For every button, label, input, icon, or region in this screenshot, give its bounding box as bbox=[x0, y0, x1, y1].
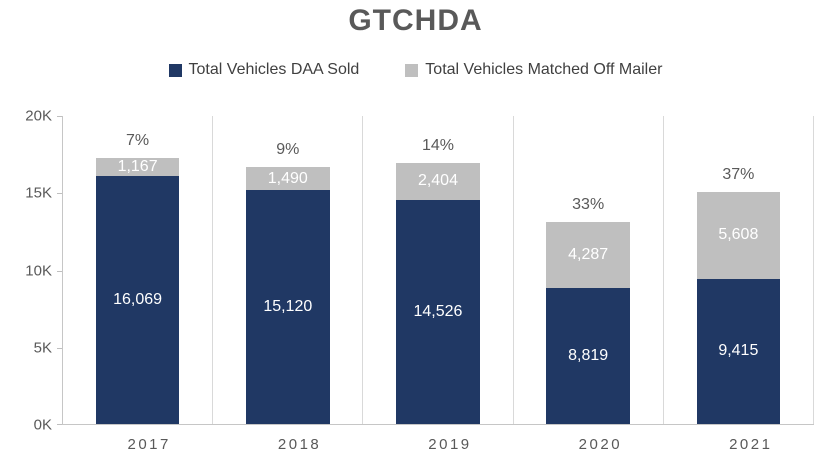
bar-value-label: 14,526 bbox=[413, 302, 463, 320]
legend-item-matched-mailer: Total Vehicles Matched Off Mailer bbox=[405, 61, 662, 79]
bar-segment-daa-sold-2019: 14,526 bbox=[396, 199, 480, 424]
pct-label-2019: 14% bbox=[421, 136, 454, 154]
pct-label-2020: 33% bbox=[572, 195, 605, 213]
legend-swatch-gray-icon bbox=[405, 63, 419, 77]
bar-segment-matched-mailer-2020: 4,287 bbox=[546, 221, 630, 288]
y-axis-tick-mark bbox=[57, 424, 62, 425]
plot-area: 7% 1,167 16,069 9% 1,490 15,120 14% 2,404 14,526… bbox=[62, 116, 814, 425]
bar-segment-daa-sold-2021: 9,415 bbox=[696, 278, 781, 424]
bar-segment-matched-mailer-2021: 5,608 bbox=[696, 191, 781, 279]
y-axis: 20K 15K 10K 5K 0K bbox=[12, 108, 62, 434]
bar-segment-matched-mailer-2018: 1,490 bbox=[246, 167, 330, 191]
bar-stack-2020: 4,287 8,819 bbox=[546, 221, 630, 424]
y-axis-tick-label: 0K bbox=[33, 416, 52, 434]
bar-segment-matched-mailer-2017: 1,167 bbox=[95, 157, 180, 176]
legend-label-daa-sold: Total Vehicles DAA Sold bbox=[188, 61, 360, 78]
y-axis-tick-mark bbox=[57, 347, 62, 349]
x-axis-tick-label-2020: 2020 bbox=[578, 435, 623, 453]
bar-value-label: 16,069 bbox=[113, 290, 163, 308]
y-axis-tick-label: 10K bbox=[25, 262, 52, 279]
x-axis-tick-label-2021: 2021 bbox=[729, 435, 773, 453]
bar-segment-daa-sold-2020: 8,819 bbox=[546, 287, 630, 424]
chart-title: GTCHDA bbox=[348, 4, 483, 37]
y-axis-tick-label: 15K bbox=[25, 184, 52, 202]
bar-stack-2017: 1,167 16,069 bbox=[95, 157, 180, 424]
y-axis-tick-mark bbox=[57, 270, 62, 272]
bar-value-label: 5,608 bbox=[718, 226, 759, 244]
y-axis-tick-label: 5K bbox=[33, 339, 52, 357]
bar-segment-daa-sold-2018: 15,120 bbox=[246, 190, 330, 424]
bar-value-label: 15,120 bbox=[263, 298, 313, 316]
bar-value-label: 8,819 bbox=[568, 346, 609, 364]
bar-segment-daa-sold-2017: 16,069 bbox=[95, 175, 180, 424]
category-cell-2017: 7% 1,167 16,069 bbox=[63, 116, 214, 424]
legend: Total Vehicles DAA Sold Total Vehicles M… bbox=[12, 58, 819, 82]
bar-value-label: 1,490 bbox=[267, 169, 308, 187]
x-axis-tick-label-2017: 2017 bbox=[127, 435, 171, 453]
bar-value-label: 1,167 bbox=[117, 157, 158, 175]
y-axis-tick-label: 20K bbox=[25, 107, 52, 125]
legend-item-daa-sold: Total Vehicles DAA Sold bbox=[168, 61, 360, 79]
x-axis-tick-label-2019: 2019 bbox=[428, 435, 472, 453]
category-cell-2020: 33% 4,287 8,819 bbox=[514, 116, 664, 424]
bar-value-label: 9,415 bbox=[718, 342, 759, 360]
bar-stack-2021: 5,608 9,415 bbox=[696, 191, 781, 424]
legend-label-matched-mailer: Total Vehicles Matched Off Mailer bbox=[425, 61, 663, 78]
bar-stack-2019: 2,404 14,526 bbox=[396, 162, 480, 424]
pct-label-2021: 37% bbox=[722, 165, 755, 183]
bar-value-label: 4,287 bbox=[568, 245, 609, 263]
category-cell-2021: 37% 5,608 9,415 bbox=[664, 116, 814, 424]
legend-swatch-navy-icon bbox=[168, 63, 182, 77]
pct-label-2017: 7% bbox=[126, 131, 150, 149]
y-axis-tick-mark bbox=[57, 116, 62, 117]
x-axis-tick-label-2018: 2018 bbox=[277, 435, 322, 453]
y-axis-tick-mark bbox=[57, 193, 62, 195]
pct-label-2018: 9% bbox=[276, 141, 300, 159]
bar-segment-matched-mailer-2019: 2,404 bbox=[396, 162, 480, 200]
x-axis: 2017 2018 2019 2020 2021 bbox=[74, 425, 819, 463]
chart-body: 20K 15K 10K 5K 0K 7% 1,167 16,069 9% 1,490 15,120… bbox=[12, 108, 819, 434]
category-cell-2019: 14% 2,404 14,526 bbox=[363, 116, 514, 424]
bar-stack-2018: 1,490 15,120 bbox=[246, 167, 330, 424]
bar-value-label: 2,404 bbox=[417, 172, 458, 190]
category-cell-2018: 9% 1,490 15,120 bbox=[213, 116, 364, 424]
